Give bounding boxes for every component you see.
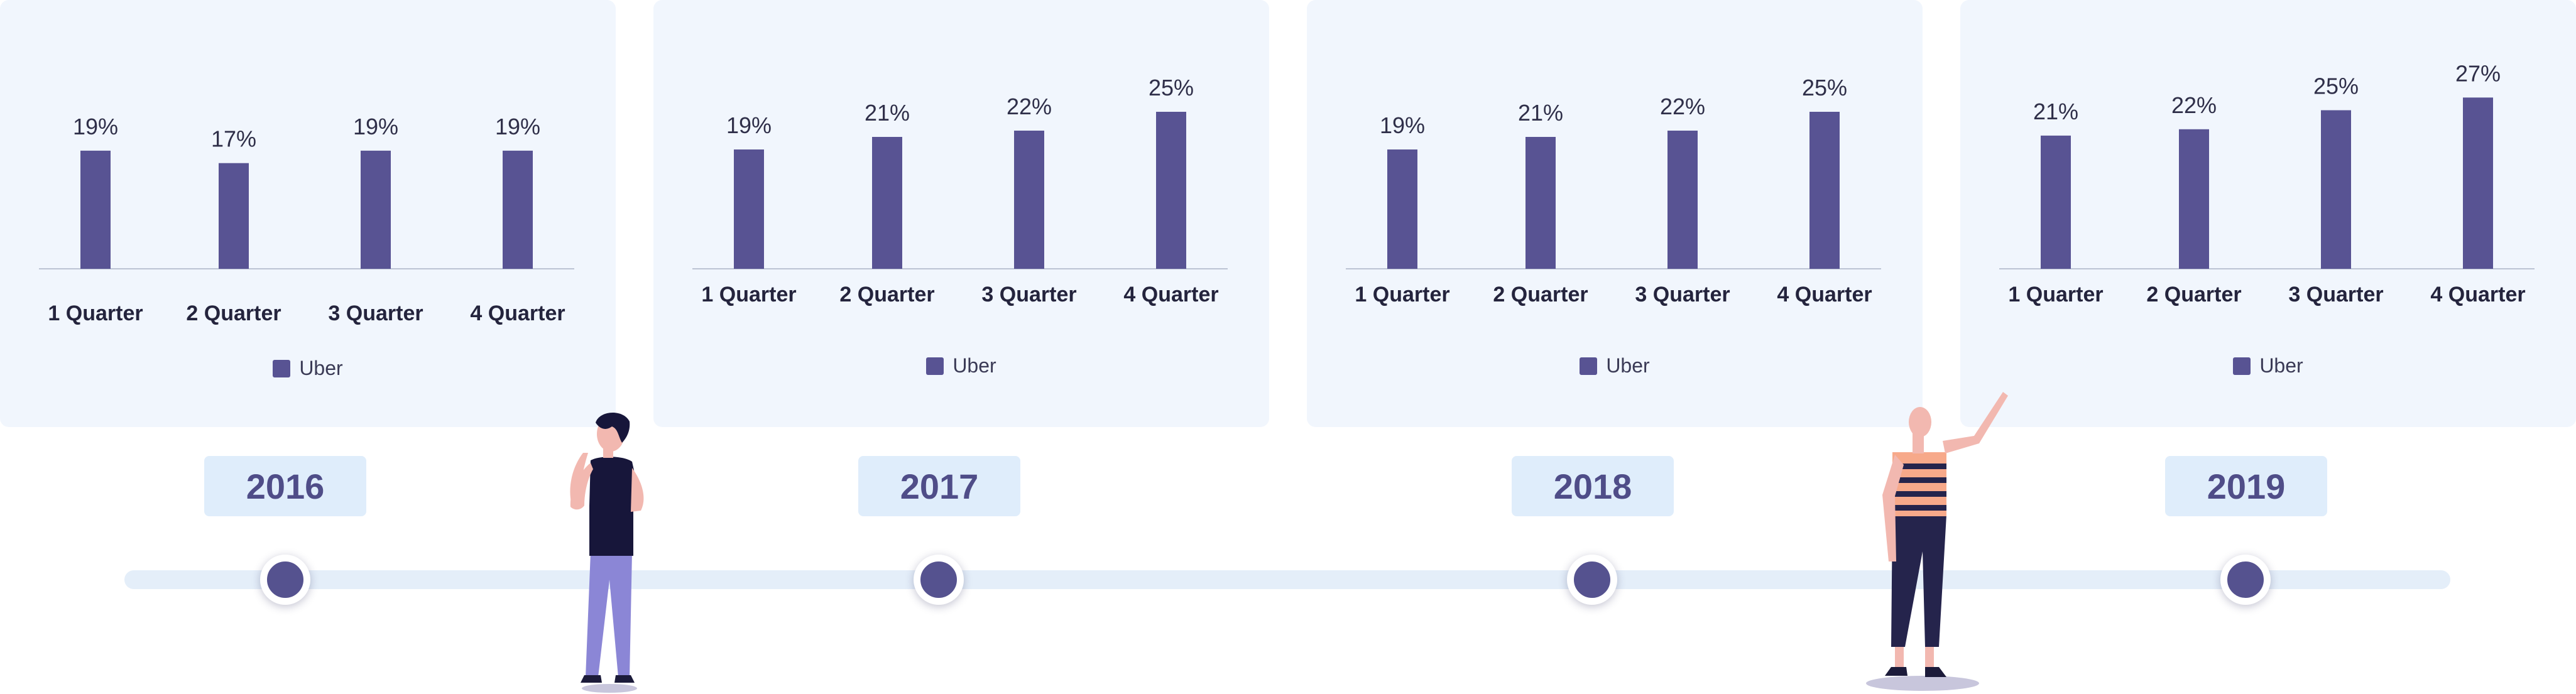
- bar: [361, 150, 391, 269]
- data-label: 19%: [726, 112, 772, 138]
- chart-panel-2019: 21% 1 Quarter 22% 2 Quarter 25% 3 Quarter 27% 4…: [1960, 0, 2576, 427]
- bar: [1156, 112, 1186, 269]
- bar: [2179, 129, 2209, 269]
- legend-label: Uber: [2259, 354, 2303, 377]
- x-tick-label: 3 Quarter: [328, 301, 423, 325]
- timeline-marker-2016[interactable]: [260, 555, 310, 605]
- bar-chart-2017: 19% 1 Quarter 21% 2 Quarter 22% 3 Quarter 25% 4…: [692, 75, 1228, 306]
- legend: Uber: [653, 354, 1269, 377]
- bar: [2321, 110, 2351, 269]
- bar: [1809, 112, 1840, 269]
- legend: Uber: [1960, 354, 2576, 377]
- timeline-marker-2017[interactable]: [914, 555, 964, 605]
- data-label: 21%: [1518, 100, 1563, 126]
- data-label: 19%: [495, 114, 540, 139]
- data-label: 19%: [73, 114, 118, 139]
- bar: [872, 137, 902, 269]
- x-tick-label: 3 Quarter: [2288, 283, 2383, 306]
- legend: Uber: [1307, 354, 1923, 377]
- x-tick-label: 2 Quarter: [839, 283, 934, 306]
- bar: [1667, 131, 1698, 269]
- x-tick-label: 2 Quarter: [2146, 283, 2241, 306]
- chart-panel-2018: 19% 1 Quarter 21% 2 Quarter 22% 3 Quarter 25% 4…: [1307, 0, 1923, 427]
- data-label: 22%: [2171, 92, 2217, 118]
- legend-swatch: [1580, 357, 1598, 375]
- bar: [2041, 135, 2071, 269]
- bar-chart-2016: 19% 1 Quarter 17% 2 Quarter 19% 3 Quarter 19% 4…: [39, 114, 574, 325]
- x-tick-label: 1 Quarter: [48, 301, 143, 325]
- year-badge-2019: 2019: [2165, 456, 2327, 516]
- data-label: 25%: [2313, 73, 2359, 99]
- x-tick-label: 4 Quarter: [470, 301, 565, 325]
- bar-chart-2019: 21% 1 Quarter 22% 2 Quarter 25% 3 Quarter 27% 4…: [1999, 60, 2535, 306]
- bar-chart-2018: 19% 1 Quarter 21% 2 Quarter 22% 3 Quarter 25% 4…: [1346, 75, 1881, 306]
- x-tick-label: 4 Quarter: [2430, 283, 2525, 306]
- bar: [219, 163, 249, 269]
- data-label: 25%: [1149, 75, 1194, 100]
- x-tick-label: 3 Quarter: [1635, 283, 1730, 306]
- bar: [80, 150, 111, 269]
- pointing-person-illustration: [1866, 392, 2008, 691]
- x-tick-label: 4 Quarter: [1123, 283, 1218, 306]
- bar: [734, 149, 764, 269]
- x-tick-label: 1 Quarter: [2008, 283, 2103, 306]
- data-label: 21%: [865, 100, 910, 126]
- data-label: 19%: [1380, 112, 1425, 138]
- bar: [1525, 137, 1556, 269]
- x-tick-label: 3 Quarter: [981, 283, 1076, 306]
- year-badge-2016: 2016: [204, 456, 366, 516]
- x-tick-label: 2 Quarter: [186, 301, 281, 325]
- x-tick-label: 1 Quarter: [1355, 283, 1449, 306]
- chart-panel-2017: 19% 1 Quarter 21% 2 Quarter 22% 3 Quarter 25% 4…: [653, 0, 1269, 427]
- year-badge-2018: 2018: [1512, 456, 1674, 516]
- legend-swatch: [2233, 357, 2251, 375]
- legend-label: Uber: [1606, 354, 1650, 377]
- timeline-marker-2018[interactable]: [1567, 555, 1617, 605]
- data-label: 27%: [2455, 60, 2501, 86]
- legend-swatch: [926, 357, 944, 375]
- timeline-marker-2019[interactable]: [2220, 555, 2271, 605]
- legend: Uber: [0, 357, 616, 380]
- thinking-person-illustration: [570, 412, 644, 693]
- data-label: 21%: [2033, 99, 2078, 124]
- x-tick-label: 4 Quarter: [1777, 283, 1872, 306]
- x-tick-label: 2 Quarter: [1493, 283, 1588, 306]
- data-label: 25%: [1802, 75, 1847, 100]
- data-label: 19%: [353, 114, 398, 139]
- bar: [1014, 131, 1044, 269]
- year-badge-2017: 2017: [858, 456, 1020, 516]
- x-tick-label: 1 Quarter: [701, 283, 796, 306]
- data-label: 22%: [1660, 94, 1705, 119]
- chart-panel-2016: 19% 1 Quarter 17% 2 Quarter 19% 3 Quarter 19% 4…: [0, 0, 616, 427]
- legend-label: Uber: [299, 357, 343, 379]
- bar: [1387, 149, 1417, 269]
- data-label: 22%: [1007, 94, 1052, 119]
- timeline-track: [124, 570, 2450, 589]
- data-label: 17%: [211, 126, 256, 152]
- bar: [503, 150, 533, 269]
- bar: [2463, 97, 2493, 269]
- legend-label: Uber: [952, 354, 996, 377]
- legend-swatch: [273, 360, 291, 377]
